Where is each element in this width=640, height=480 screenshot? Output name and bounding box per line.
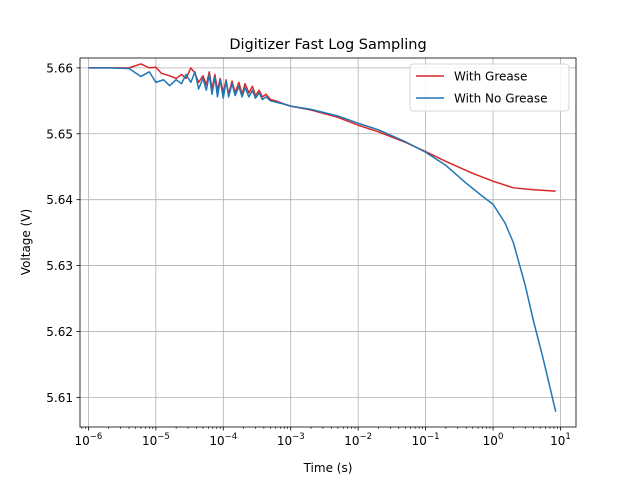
x-tick-label: 10−5	[142, 432, 170, 448]
x-tick-label: 10−2	[344, 432, 372, 448]
legend-box	[409, 63, 570, 112]
y-tick-label: 5.62	[46, 325, 73, 339]
x-tick-label: 10−1	[412, 432, 440, 448]
y-tick-label: 5.65	[46, 127, 73, 141]
legend-label: With No Grease	[454, 92, 548, 106]
y-tick-label: 5.61	[46, 391, 73, 405]
y-axis-label: Voltage (V)	[19, 209, 33, 275]
legend: With Grease With No Grease	[409, 63, 570, 112]
x-tick-label: 10−4	[209, 432, 237, 448]
x-tick-label: 101	[550, 432, 571, 448]
series-line	[88, 67, 557, 413]
x-tick-label: 100	[483, 432, 504, 448]
y-tick-label: 5.66	[46, 61, 73, 75]
x-axis-label: Time (s)	[303, 461, 353, 475]
series-layer	[88, 63, 557, 413]
x-tick-label: 10−3	[277, 432, 305, 448]
legend-label: With Grease	[454, 70, 527, 84]
y-tick-label: 5.63	[46, 259, 73, 273]
plot-frame	[79, 57, 577, 428]
x-axis: 10−6 10−5 10−4 10−3 10−2 10−1 100 101	[75, 427, 571, 448]
x-tick-label: 10−6	[75, 432, 103, 448]
grid	[80, 58, 576, 427]
chart-title: Digitizer Fast Log Sampling	[229, 37, 426, 53]
y-tick-label: 5.64	[46, 193, 73, 207]
y-axis: 5.61 5.62 5.63 5.64 5.65 5.66	[46, 61, 80, 405]
